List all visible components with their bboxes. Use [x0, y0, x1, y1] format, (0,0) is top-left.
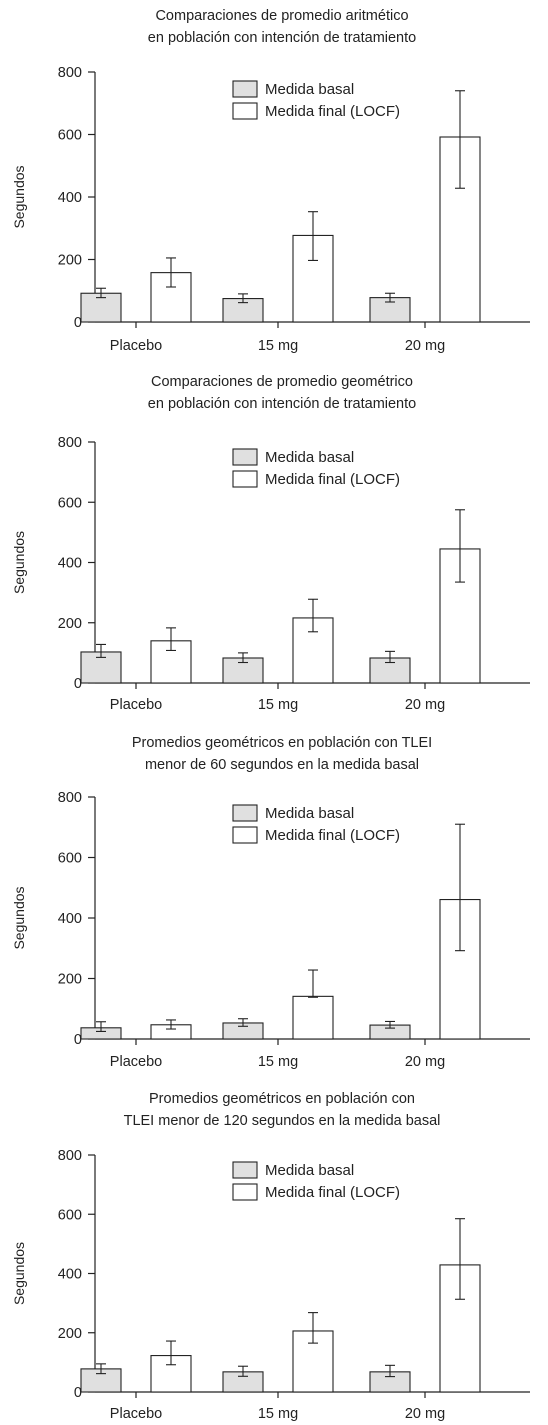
x-tick-label: Placebo: [110, 1054, 162, 1070]
x-tick-label: 20 mg: [405, 697, 445, 713]
chart-title: Comparaciones de promedio geométrico: [151, 374, 413, 390]
y-tick-label: 400: [58, 556, 82, 572]
legend-label-1: Medida basal: [265, 81, 354, 98]
y-axis-label: Segundos: [11, 165, 27, 228]
chart-title: Comparaciones de promedio aritmético: [155, 8, 408, 24]
chart-panel-1: Comparaciones de promedio aritmético en p…: [11, 8, 530, 354]
y-axis-label: Segundos: [11, 531, 27, 594]
y-tick-label: 800: [58, 65, 82, 81]
bar-basal-3: [369, 297, 411, 323]
x-tick-label: 20 mg: [405, 1406, 445, 1422]
y-tick-label: 600: [58, 128, 82, 144]
y-tick-label: 600: [58, 1207, 82, 1223]
chart-title: Promedios geométricos en población con: [149, 1091, 415, 1107]
y-tick-label: 0: [74, 1032, 82, 1048]
y-tick-label: 200: [58, 1326, 82, 1342]
chart-panel-3: Promedios geométricos en población con T…: [11, 735, 530, 1070]
legend-swatch-2: [232, 102, 258, 120]
y-tick-label: 800: [58, 435, 82, 451]
legend-label-2: Medida final (LOCF): [265, 103, 400, 120]
x-tick-label: 20 mg: [405, 338, 445, 354]
x-tick-label: 15 mg: [258, 1054, 298, 1070]
y-tick-label: 200: [58, 616, 82, 632]
legend-label-1: Medida basal: [265, 1162, 354, 1179]
legend-label-1: Medida basal: [265, 449, 354, 466]
chart-subtitle: menor de 60 segundos en la medida basal: [145, 757, 419, 773]
x-tick-label: Placebo: [110, 1406, 162, 1422]
legend-swatch-1: [232, 80, 258, 98]
y-tick-label: 400: [58, 1267, 82, 1283]
legend-label-1: Medida basal: [265, 805, 354, 822]
chart-panel-4: Promedios geométricos en población con TL…: [11, 1091, 530, 1422]
y-tick-label: 200: [58, 253, 82, 269]
x-tick-label: 20 mg: [405, 1054, 445, 1070]
legend-swatch-2: [232, 826, 258, 844]
legend-swatch-2: [232, 470, 258, 488]
x-tick-label: Placebo: [110, 338, 162, 354]
legend-label-2: Medida final (LOCF): [265, 471, 400, 488]
bar-final-2: [292, 995, 334, 1040]
y-tick-label: 600: [58, 495, 82, 511]
legend-label-2: Medida final (LOCF): [265, 1184, 400, 1201]
y-tick-label: 400: [58, 911, 82, 927]
y-tick-label: 400: [58, 190, 82, 206]
legend-label-2: Medida final (LOCF): [265, 827, 400, 844]
legend-swatch-1: [232, 448, 258, 466]
chart-subtitle: en población con intención de tratamient…: [148, 396, 416, 412]
x-tick-label: 15 mg: [258, 338, 298, 354]
y-tick-label: 200: [58, 972, 82, 988]
chart-panel-2: Comparaciones de promedio geométrico en p…: [11, 374, 530, 713]
legend-swatch-1: [232, 804, 258, 822]
y-tick-label: 800: [58, 790, 82, 806]
y-axis-label: Segundos: [11, 886, 27, 949]
x-tick-label: Placebo: [110, 697, 162, 713]
legend-swatch-1: [232, 1161, 258, 1179]
y-tick-label: 800: [58, 1148, 82, 1164]
y-tick-label: 600: [58, 851, 82, 867]
y-tick-label: 0: [74, 1385, 82, 1401]
y-tick-label: 0: [74, 315, 82, 331]
chart-subtitle: TLEI menor de 120 segundos en la medida …: [124, 1113, 441, 1129]
y-tick-label: 0: [74, 676, 82, 692]
legend-swatch-2: [232, 1183, 258, 1201]
chart-subtitle: en población con intención de tratamient…: [148, 30, 416, 46]
chart-title: Promedios geométricos en población con T…: [132, 735, 432, 751]
x-tick-label: 15 mg: [258, 1406, 298, 1422]
x-tick-label: 15 mg: [258, 697, 298, 713]
y-axis-label: Segundos: [11, 1242, 27, 1305]
